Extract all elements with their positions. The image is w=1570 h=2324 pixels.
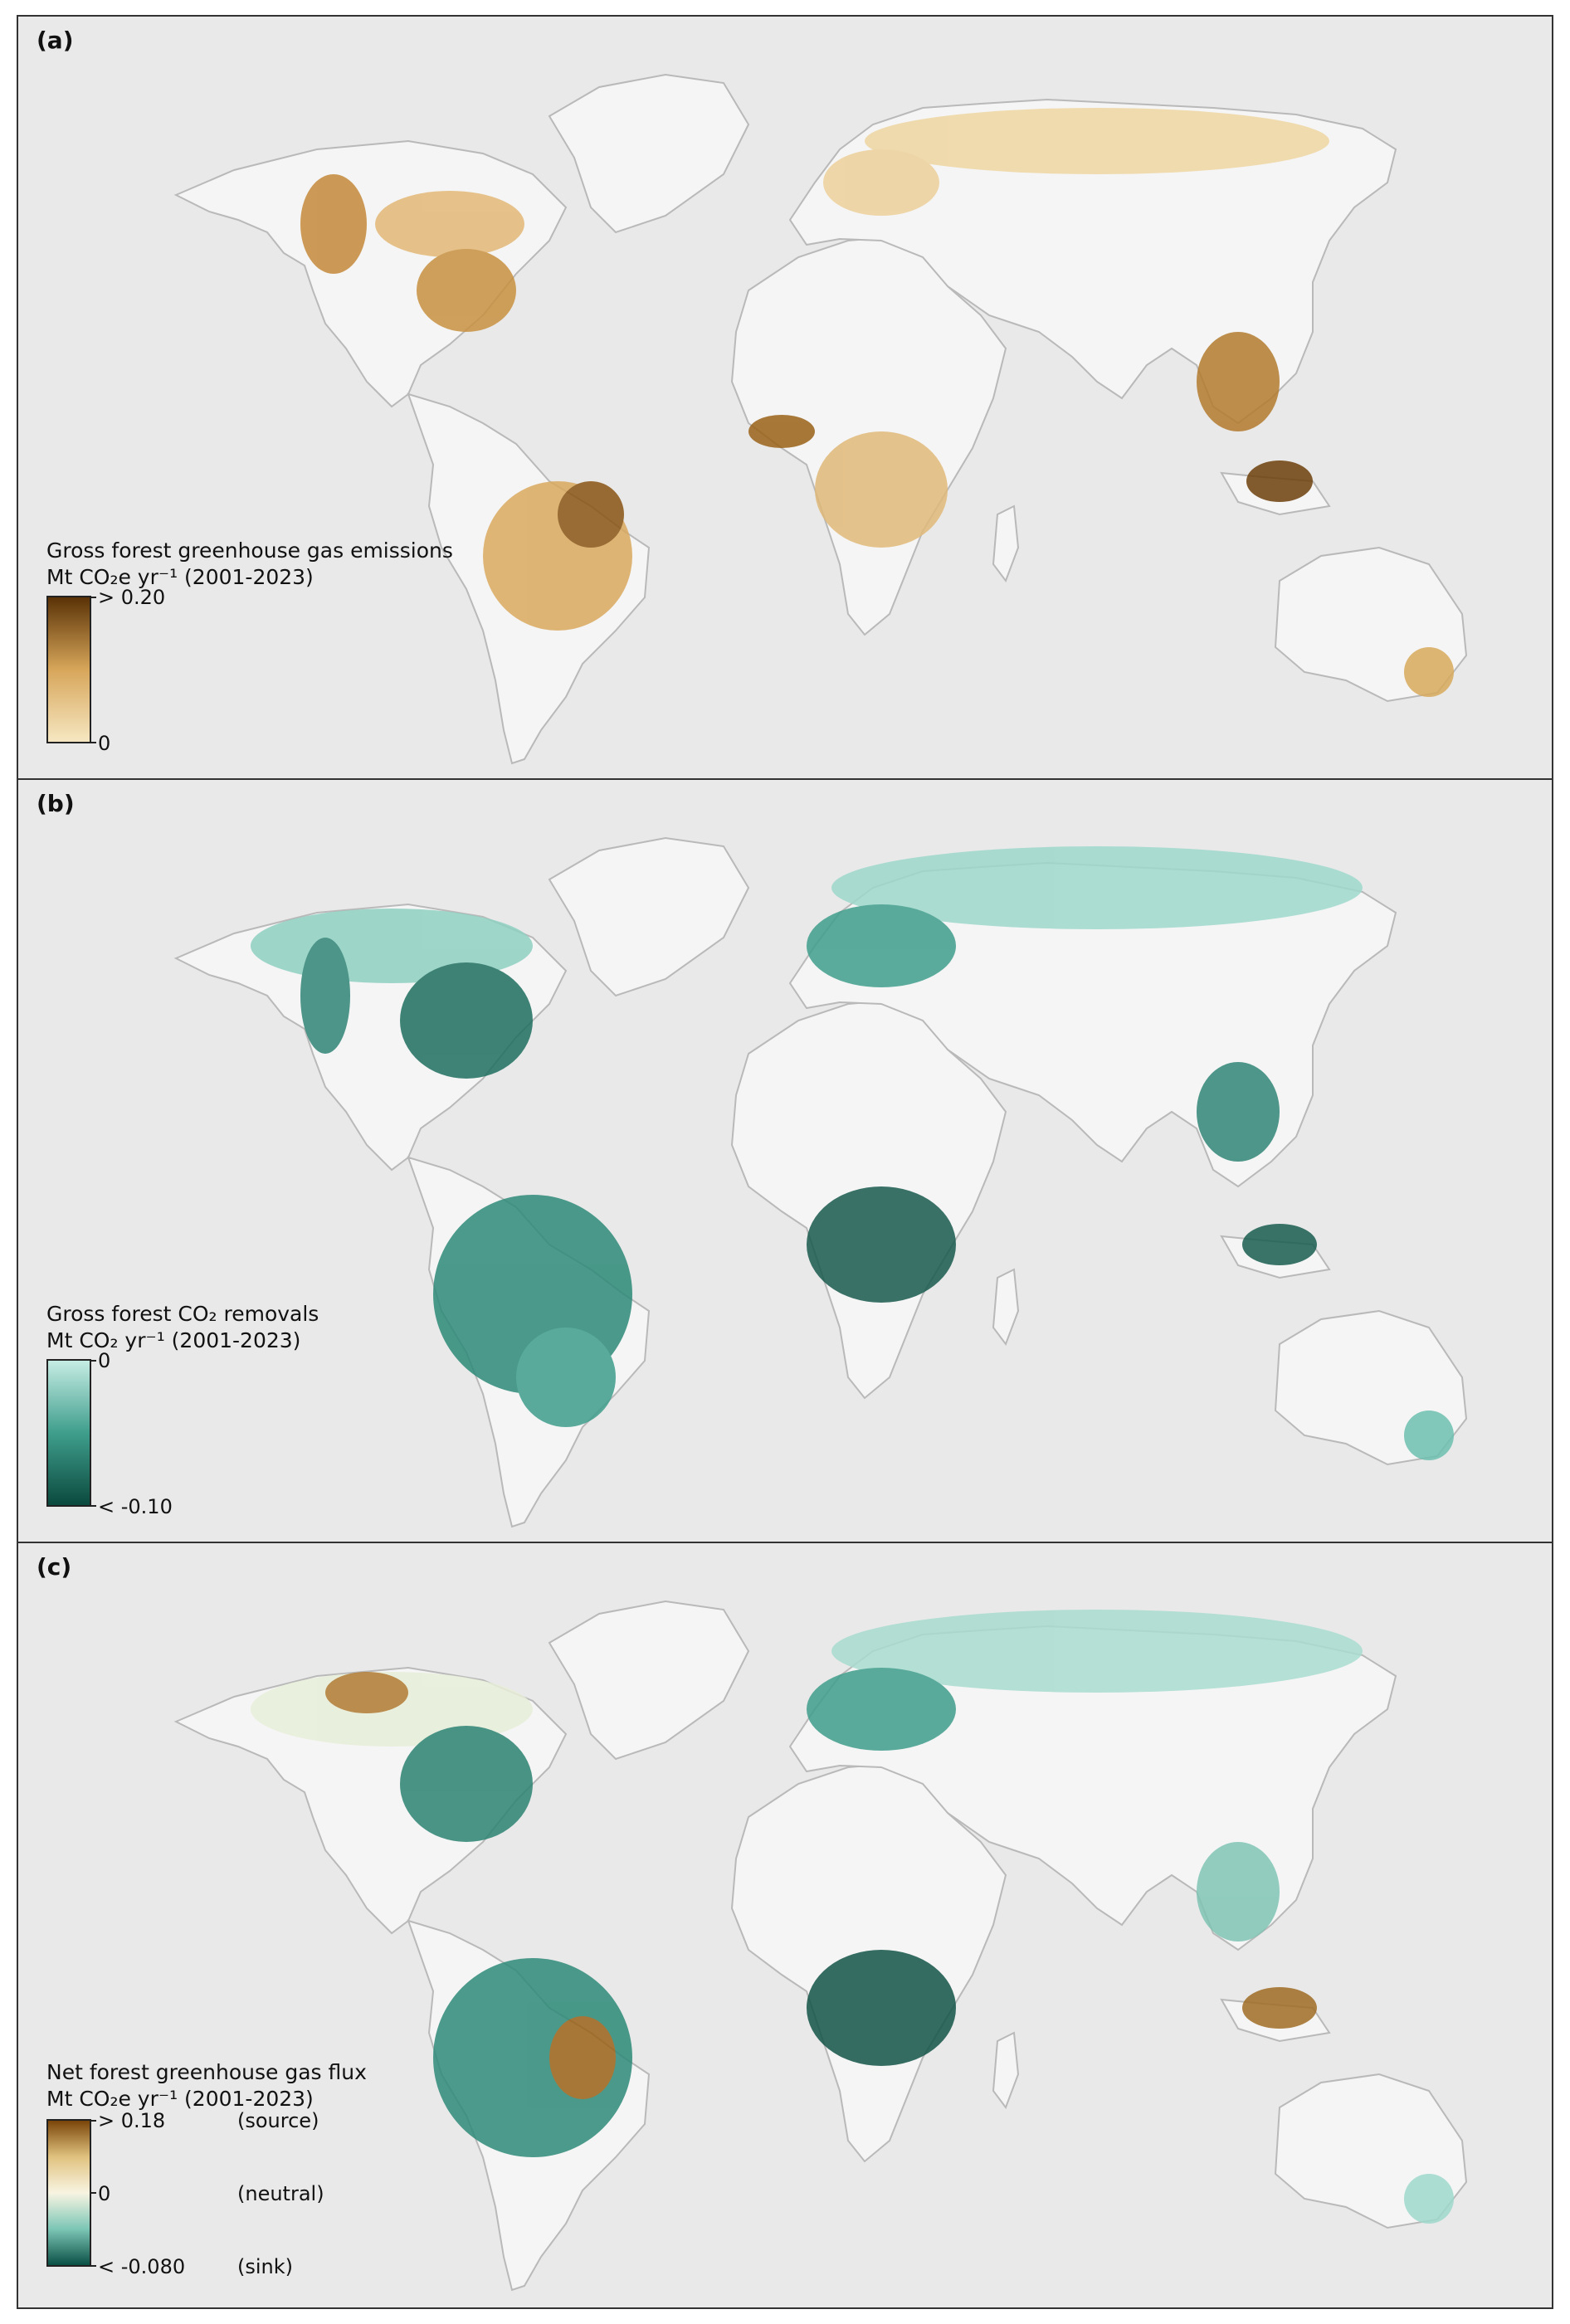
emission-hotspots: [300, 108, 1454, 697]
legend-unit: Mt CO₂ yr⁻¹ (2001-2023): [46, 1328, 301, 1352]
tick-label-top: > 0.18: [98, 2109, 166, 2132]
note-neutral: (neutral): [237, 2182, 324, 2205]
panel-label: (a): [37, 27, 74, 54]
net-flux-areas: [251, 1610, 1454, 2224]
colorbar-tick-bottom: [90, 2265, 96, 2267]
tick-label-top: 0: [98, 1349, 111, 1372]
colorbar-tick-top: [90, 597, 96, 598]
legend-unit: Mt CO₂e yr⁻¹ (2001-2023): [46, 2087, 314, 2111]
legend-unit: Mt CO₂e yr⁻¹ (2001-2023): [46, 565, 314, 589]
legend-title: Gross forest greenhouse gas emissions: [46, 538, 453, 563]
land-layer: [173, 73, 1468, 765]
tick-label-bottom: < -0.080: [98, 2255, 186, 2278]
world-map-net-flux: [173, 1600, 1468, 2292]
legend-net-flux: Net forest greenhouse gas flux Mt CO₂e y…: [46, 2059, 367, 2278]
tick-label-top: > 0.20: [98, 586, 166, 609]
removal-areas: [251, 846, 1454, 1460]
colorbar-tick-bottom: [90, 1505, 96, 1507]
legend-emissions: Gross forest greenhouse gas emissions Mt…: [46, 538, 453, 755]
panel-a-emissions: (a) Gross forest greenhouse gas emission…: [18, 17, 1552, 780]
colorbar-tick-bottom: [90, 742, 96, 743]
note-sink: (sink): [237, 2255, 294, 2278]
colorbar-removals: [46, 1359, 91, 1507]
colorbar-tick-mid: [90, 2192, 96, 2194]
world-map-emissions: [173, 73, 1468, 765]
note-source: (source): [237, 2109, 319, 2132]
tick-label-bottom: < -0.10: [98, 1495, 173, 1518]
panel-c-net-flux: (c) Net forest greenhouse gas flux Mt CO…: [18, 1543, 1552, 2307]
tick-label-bottom: 0: [98, 732, 111, 755]
panel-label: (b): [37, 790, 75, 817]
colorbar-emissions: [46, 596, 91, 743]
colorbar-tick-top: [90, 1360, 96, 1362]
panel-label: (c): [37, 1553, 72, 1581]
colorbar-net-flux: [46, 2119, 91, 2267]
legend-title: Net forest greenhouse gas flux: [46, 2060, 367, 2084]
legend-title: Gross forest CO₂ removals: [46, 1302, 319, 1326]
panel-b-removals: (b) Gross forest CO₂ removals Mt CO₂ yr⁻…: [18, 780, 1552, 1543]
legend-removals: Gross forest CO₂ removals Mt CO₂ yr⁻¹ (2…: [46, 1301, 319, 1518]
world-map-removals: [173, 836, 1468, 1528]
colorbar-tick-top: [90, 2120, 96, 2122]
tick-label-mid: 0: [98, 2182, 111, 2205]
figure: (a) Gross forest greenhouse gas emission…: [17, 15, 1553, 2309]
